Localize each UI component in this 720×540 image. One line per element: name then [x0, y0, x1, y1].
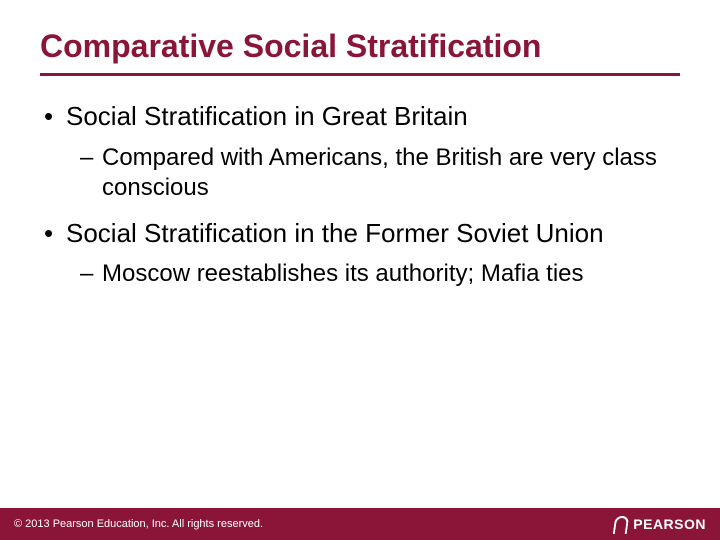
sub-bullet-marker: –	[80, 259, 102, 289]
bullet-marker: •	[44, 217, 66, 250]
sub-bullet-marker: –	[80, 143, 102, 203]
sub-bullet-text: Moscow reestablishes its authority; Mafi…	[102, 259, 680, 289]
copyright-text: © 2013 Pearson Education, Inc. All right…	[14, 518, 263, 530]
sub-bullet-item: – Compared with Americans, the British a…	[40, 143, 680, 203]
bullet-text: Social Stratification in Great Britain	[66, 100, 680, 133]
pearson-mark-icon	[611, 515, 629, 533]
bullet-item: • Social Stratification in the Former So…	[40, 217, 680, 250]
bullet-item: • Social Stratification in Great Britain	[40, 100, 680, 133]
sub-bullet-text: Compared with Americans, the British are…	[102, 143, 680, 203]
brand-name: PEARSON	[633, 516, 706, 532]
footer-bar: © 2013 Pearson Education, Inc. All right…	[0, 508, 720, 540]
slide-body: Comparative Social Stratification • Soci…	[0, 0, 720, 540]
slide-title: Comparative Social Stratification	[40, 28, 680, 65]
sub-bullet-item: – Moscow reestablishes its authority; Ma…	[40, 259, 680, 289]
brand-logo: PEARSON	[611, 515, 706, 533]
bullet-text: Social Stratification in the Former Sovi…	[66, 217, 680, 250]
title-underline	[40, 73, 680, 76]
content-area: • Social Stratification in Great Britain…	[40, 100, 680, 289]
bullet-marker: •	[44, 100, 66, 133]
